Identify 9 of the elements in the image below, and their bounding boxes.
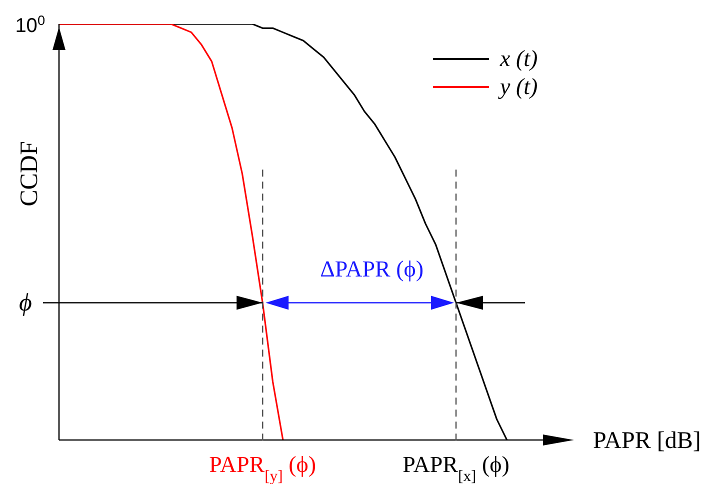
x-tick-label: PAPR$_{[x]}$ (ϕ) [402,452,510,484]
y-axis-title: CCDF [16,141,43,206]
text: 10$^{0}$ [15,12,46,37]
annotation: ΔPAPR (ϕ) [320,256,424,282]
ref-line-label: ϕ [19,290,32,317]
x-tick-label: PAPR$_{[y]}$ (ϕ) [209,452,316,484]
legend-label: x (t) [499,46,538,71]
x-axis-title: PAPR [dB] [593,428,701,454]
legend-label: y (t) [498,74,538,99]
